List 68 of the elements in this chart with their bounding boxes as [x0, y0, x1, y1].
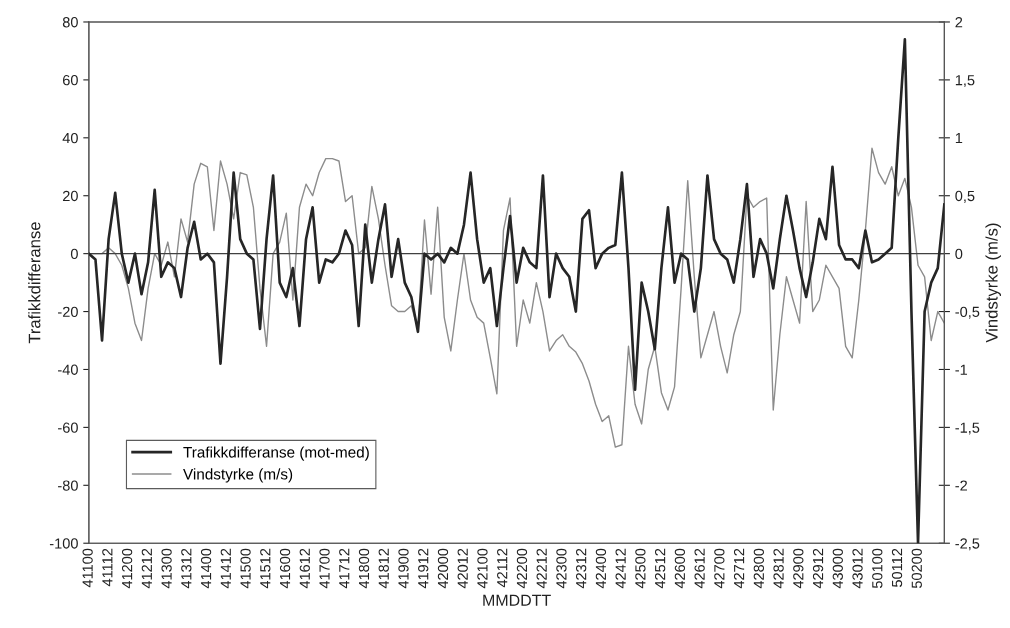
x-tick-label: 42012: [457, 548, 468, 589]
x-tick-label: 42812: [773, 548, 784, 589]
y-tick-label: 80: [62, 17, 78, 28]
x-tick-label: 41412: [220, 548, 231, 589]
y2-tick-label: -2: [955, 480, 967, 491]
x-tick-label: 41100: [82, 548, 93, 588]
x-tick-label: 43000: [832, 548, 843, 589]
x-tick-label: 42000: [437, 548, 449, 589]
x-tick-label: 50200: [911, 548, 922, 589]
y-tick-label: 60: [62, 75, 78, 86]
x-tick-label: 41112: [102, 548, 113, 587]
y-tick-label: 40: [62, 132, 78, 144]
x-tick-label: 42700: [714, 548, 725, 589]
x-tick-label: 50100: [872, 548, 883, 589]
legend-label: Vindstyrke (m/s): [183, 468, 293, 483]
x-tick-label: 41900: [398, 548, 409, 589]
y-tick-label: -100: [49, 538, 78, 549]
x-tick-label: 42500: [635, 548, 646, 589]
x-tick-label: 42512: [654, 548, 666, 589]
x-tick-label: 42412: [615, 548, 626, 589]
x-tick-label: 41212: [141, 548, 152, 589]
x-tick-label: 42200: [516, 548, 528, 589]
y2-tick-label: 1: [955, 133, 963, 144]
x-tick-label: 42100: [477, 548, 488, 589]
x-tick-label: 41812: [378, 548, 389, 589]
y-tick-label: -80: [58, 480, 78, 491]
x-tick-label: 41400: [200, 548, 212, 589]
x-tick-label: 50112: [891, 548, 903, 587]
y-tick-label: 20: [62, 190, 78, 202]
x-tick-label: 41912: [418, 548, 429, 589]
y-tick-label: -60: [58, 422, 78, 433]
y2-tick-label: -0,5: [955, 306, 980, 319]
x-tick-label: 41312: [181, 548, 192, 589]
y2-tick-label: 2: [955, 17, 963, 28]
x-tick-label: 42400: [595, 548, 607, 589]
y2-axis-title: Vindstyrke (m/s): [985, 223, 1001, 343]
x-axis-title: MMDDTT: [483, 594, 551, 606]
y-tick-label: -20: [58, 306, 78, 317]
x-tick-label: 42912: [812, 548, 824, 589]
x-tick-label: 41512: [260, 548, 271, 589]
x-tick-label: 41500: [240, 548, 251, 589]
x-tick-label: 42300: [556, 548, 567, 589]
x-tick-label: 42612: [694, 548, 705, 589]
y2-tick-label: 0,5: [955, 190, 975, 203]
x-tick-label: 41700: [319, 548, 330, 589]
x-tick-label: 42212: [536, 548, 547, 589]
x-tick-label: 42600: [674, 548, 686, 589]
x-tick-label: 41712: [339, 548, 350, 589]
x-tick-label: 42312: [576, 548, 587, 589]
y-tick-label: 0: [70, 248, 78, 260]
y2-tick-label: -2,5: [955, 538, 980, 551]
x-tick-label: 42900: [793, 548, 804, 589]
y2-tick-label: 1,5: [955, 75, 975, 88]
x-tick-label: 42112: [497, 548, 508, 588]
y2-tick-label: -1,5: [955, 422, 980, 435]
x-tick-label: 41200: [121, 548, 133, 589]
x-tick-label: 41612: [299, 548, 310, 589]
legend-label: Trafikkdifferanse (mot-med): [183, 446, 369, 461]
y2-tick-label: -1: [955, 364, 968, 375]
y-tick-label: -40: [58, 364, 78, 375]
x-tick-label: 42712: [733, 548, 745, 589]
x-tick-label: 43012: [852, 548, 863, 589]
x-tick-label: 41800: [358, 548, 370, 589]
x-tick-label: 41300: [161, 548, 172, 589]
x-tick-label: 42800: [753, 548, 765, 589]
y-axis-title: Trafikkdifferanse: [28, 222, 41, 344]
y2-tick-label: 0: [955, 248, 963, 260]
x-tick-label: 41600: [279, 548, 291, 589]
